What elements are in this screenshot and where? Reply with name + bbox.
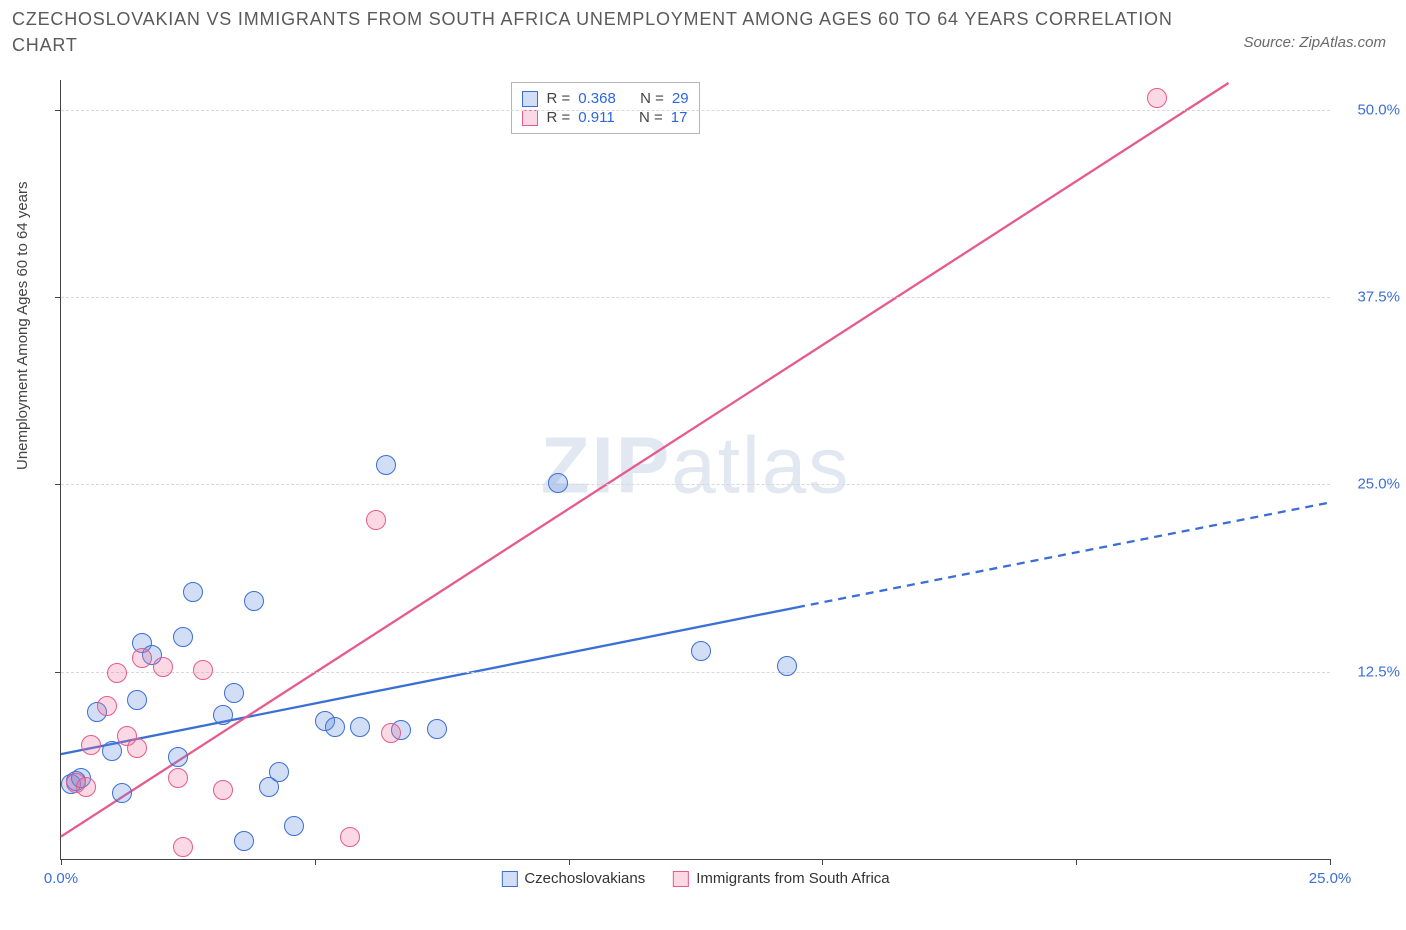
y-axis-label: Unemployment Among Ages 60 to 64 years — [14, 181, 31, 470]
data-point-sa — [168, 768, 188, 788]
stats-row-czech: R = 0.368 N = 29 — [522, 89, 688, 108]
data-point-czech — [427, 719, 447, 739]
data-point-sa — [173, 837, 193, 857]
legend-swatch-sa-icon — [673, 871, 689, 887]
xtick-label: 0.0% — [44, 870, 78, 887]
xtick-mark — [1076, 859, 1077, 865]
data-point-sa — [1147, 88, 1167, 108]
trend-lines-svg — [61, 80, 1330, 859]
data-point-sa — [340, 827, 360, 847]
data-point-czech — [325, 717, 345, 737]
ytick-label: 25.0% — [1340, 476, 1400, 493]
data-point-sa — [381, 723, 401, 743]
grid-line — [61, 672, 1330, 673]
data-point-czech — [244, 591, 264, 611]
chart-container: CZECHOSLOVAKIAN VS IMMIGRANTS FROM SOUTH… — [0, 0, 1406, 930]
xtick-mark — [569, 859, 570, 865]
data-point-czech — [183, 582, 203, 602]
data-point-sa — [127, 738, 147, 758]
ytick-label: 50.0% — [1340, 101, 1400, 118]
xtick-mark — [61, 859, 62, 865]
legend-label-czech: Czechoslovakians — [524, 870, 645, 887]
data-point-sa — [153, 657, 173, 677]
grid-line — [61, 484, 1330, 485]
ytick-label: 12.5% — [1340, 663, 1400, 680]
legend-item-czech: Czechoslovakians — [501, 870, 645, 887]
data-point-sa — [366, 510, 386, 530]
stats-label-n: N = — [640, 90, 664, 107]
bottom-legend: Czechoslovakians Immigrants from South A… — [501, 870, 889, 887]
xtick-mark — [1330, 859, 1331, 865]
plot-area: ZIPatlas R = 0.368 N = 29 R = 0.911 N = … — [60, 80, 1330, 860]
ytick-label: 37.5% — [1340, 289, 1400, 306]
data-point-sa — [107, 663, 127, 683]
legend-label-sa: Immigrants from South Africa — [696, 870, 889, 887]
legend-item-sa: Immigrants from South Africa — [673, 870, 889, 887]
xtick-label: 25.0% — [1309, 870, 1352, 887]
data-point-czech — [112, 783, 132, 803]
data-point-czech — [350, 717, 370, 737]
data-point-czech — [213, 705, 233, 725]
data-point-sa — [76, 777, 96, 797]
swatch-sa-icon — [522, 110, 538, 126]
data-point-czech — [234, 831, 254, 851]
data-point-sa — [81, 735, 101, 755]
swatch-czech-icon — [522, 91, 538, 107]
xtick-mark — [315, 859, 316, 865]
trend-line-ext-czech — [797, 502, 1330, 607]
data-point-czech — [168, 747, 188, 767]
xtick-mark — [822, 859, 823, 865]
stats-legend-box: R = 0.368 N = 29 R = 0.911 N = 17 — [511, 82, 699, 134]
data-point-czech — [376, 455, 396, 475]
stats-value-r-sa: 0.911 — [578, 109, 614, 126]
data-point-czech — [548, 473, 568, 493]
data-point-czech — [269, 762, 289, 782]
ytick-mark — [55, 672, 61, 673]
chart-title: CZECHOSLOVAKIAN VS IMMIGRANTS FROM SOUTH… — [12, 6, 1206, 58]
data-point-czech — [777, 656, 797, 676]
source-citation: Source: ZipAtlas.com — [1243, 34, 1386, 51]
legend-swatch-czech-icon — [501, 871, 517, 887]
stats-label-n2: N = — [639, 109, 663, 126]
stats-value-r-czech: 0.368 — [578, 90, 616, 107]
ytick-mark — [55, 110, 61, 111]
data-point-czech — [127, 690, 147, 710]
ytick-mark — [55, 484, 61, 485]
stats-label-r2: R = — [546, 109, 570, 126]
trend-line-sa — [61, 83, 1228, 837]
data-point-czech — [691, 641, 711, 661]
data-point-sa — [132, 648, 152, 668]
data-point-czech — [173, 627, 193, 647]
data-point-czech — [224, 683, 244, 703]
stats-value-n-sa: 17 — [671, 109, 688, 126]
data-point-sa — [193, 660, 213, 680]
stats-label-r: R = — [546, 90, 570, 107]
data-point-czech — [102, 741, 122, 761]
data-point-sa — [213, 780, 233, 800]
stats-value-n-czech: 29 — [672, 90, 689, 107]
grid-line — [61, 297, 1330, 298]
data-point-czech — [284, 816, 304, 836]
data-point-sa — [97, 696, 117, 716]
grid-line — [61, 110, 1330, 111]
ytick-mark — [55, 297, 61, 298]
